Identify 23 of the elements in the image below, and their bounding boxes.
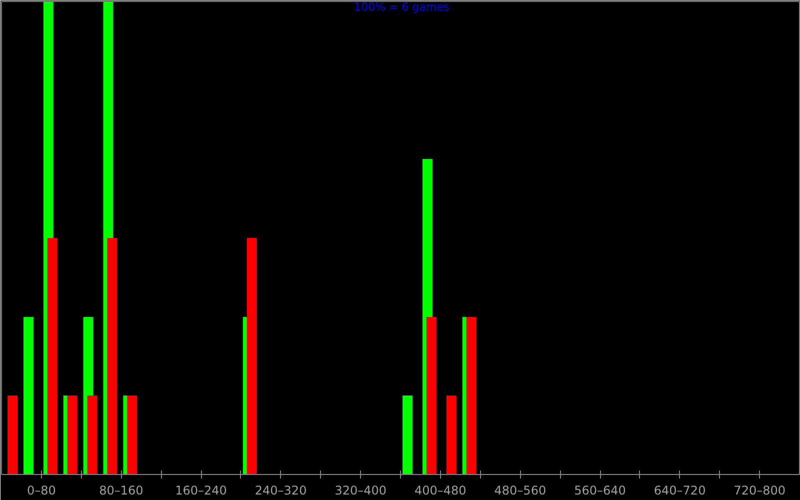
x-tick-label: 560–640 xyxy=(574,484,626,498)
bar xyxy=(127,396,138,474)
bar xyxy=(107,238,118,474)
x-tick-label: 640–720 xyxy=(654,484,706,498)
annotation: 100% = 6 games xyxy=(354,0,450,14)
x-tick-label: 80–160 xyxy=(99,484,144,498)
x-tick-label: 240–320 xyxy=(254,484,307,498)
bar xyxy=(87,396,98,474)
bar xyxy=(23,316,34,474)
bar xyxy=(246,238,257,474)
x-tick-label: 400–480 xyxy=(414,484,466,498)
bar xyxy=(426,316,436,474)
x-tick-label: 480–560 xyxy=(494,484,546,498)
bar xyxy=(402,396,412,474)
x-tick-label: 720–800 xyxy=(734,484,786,498)
bar xyxy=(67,396,78,474)
bar xyxy=(446,396,456,474)
bar xyxy=(47,238,58,474)
x-tick-label: 160–240 xyxy=(175,484,227,498)
bar xyxy=(7,396,18,474)
x-tick-label: 320–400 xyxy=(334,484,387,498)
bar xyxy=(466,316,476,474)
x-tick-label: 0–80 xyxy=(26,484,56,498)
